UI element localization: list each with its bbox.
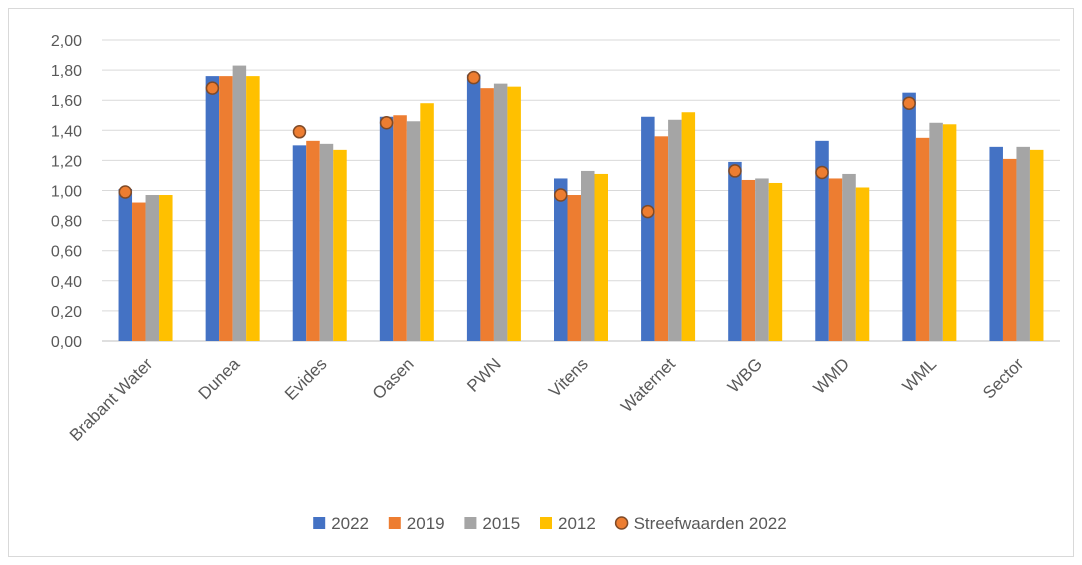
bar	[828, 178, 843, 341]
y-tick-label: 1,20	[51, 153, 82, 170]
bar	[554, 178, 568, 341]
legend-swatch	[540, 517, 552, 529]
y-tick-label: 0,20	[51, 304, 82, 321]
bar	[507, 86, 521, 341]
legend-label: 2019	[407, 514, 445, 533]
bar	[480, 88, 494, 341]
category-label: Waternet	[617, 354, 679, 416]
category-label: Sector	[979, 354, 1027, 402]
bar	[741, 179, 756, 341]
bar	[319, 143, 334, 341]
category-label: Vitens	[545, 354, 592, 401]
bar	[668, 119, 682, 341]
bar	[902, 92, 916, 341]
y-tick-label: 1,40	[51, 123, 82, 140]
category-label: WMD	[810, 354, 853, 397]
y-tick-label: 0,00	[51, 334, 82, 351]
bar	[1016, 146, 1030, 341]
bar	[159, 195, 173, 341]
bar	[594, 173, 608, 341]
legend-marker	[614, 516, 629, 530]
legend-swatch	[388, 517, 401, 529]
category-label: PWN	[463, 354, 504, 395]
bar	[145, 195, 160, 341]
chart-frame	[8, 8, 1074, 557]
bar	[219, 76, 233, 342]
bar	[1002, 158, 1017, 341]
legend-label: 2015	[482, 514, 520, 533]
bar	[393, 115, 407, 341]
y-tick-label: 1,00	[51, 184, 82, 201]
target-marker	[728, 164, 742, 178]
bar	[246, 76, 260, 342]
bar	[232, 65, 247, 342]
category-label: WBG	[724, 354, 766, 396]
bar	[942, 124, 957, 341]
target-marker	[815, 165, 829, 180]
bar	[379, 116, 394, 341]
bar	[842, 173, 856, 341]
bar	[118, 188, 133, 341]
bar	[855, 187, 870, 341]
bar	[466, 74, 481, 342]
bar	[915, 137, 930, 341]
y-tick-label: 0,60	[51, 244, 82, 261]
target-marker	[902, 96, 916, 110]
bar	[493, 83, 508, 342]
bar	[205, 76, 220, 342]
bar	[728, 161, 742, 341]
bar	[292, 145, 307, 341]
target-marker	[466, 70, 481, 85]
bar	[132, 202, 146, 341]
bar	[567, 195, 581, 341]
category-label: Evides	[281, 354, 331, 404]
bar	[1029, 149, 1044, 341]
bar	[681, 112, 696, 342]
bar	[929, 122, 943, 342]
legend-swatch	[464, 517, 477, 529]
legend-swatch	[313, 517, 326, 529]
target-marker	[205, 81, 220, 95]
bar	[768, 182, 783, 341]
category-label: Brabant Water	[66, 354, 157, 445]
bar	[641, 116, 655, 341]
bar	[306, 140, 320, 341]
y-tick-label: 0,40	[51, 274, 82, 291]
legend-label: 2022	[331, 514, 369, 533]
target-marker	[292, 125, 307, 139]
target-marker	[554, 188, 568, 202]
bar	[989, 146, 1003, 341]
target-marker	[641, 204, 655, 219]
target-marker	[379, 116, 394, 130]
legend-label: 2012	[558, 514, 596, 533]
bar	[420, 103, 434, 342]
bar	[755, 178, 769, 341]
target-marker	[118, 185, 133, 199]
category-label: Oasen	[369, 354, 418, 403]
bar	[581, 170, 595, 341]
legend-label: Streefwaarden 2022	[634, 514, 787, 533]
bar	[815, 140, 829, 341]
y-tick-label: 0,80	[51, 214, 82, 231]
bar	[654, 136, 669, 341]
bar	[406, 121, 421, 342]
category-label: WML	[899, 354, 940, 395]
y-tick-label: 2,00	[51, 33, 82, 50]
y-tick-label: 1,80	[51, 63, 82, 80]
category-label: Dunea	[195, 354, 244, 403]
y-tick-label: 1,60	[51, 93, 82, 110]
bar	[333, 149, 347, 341]
